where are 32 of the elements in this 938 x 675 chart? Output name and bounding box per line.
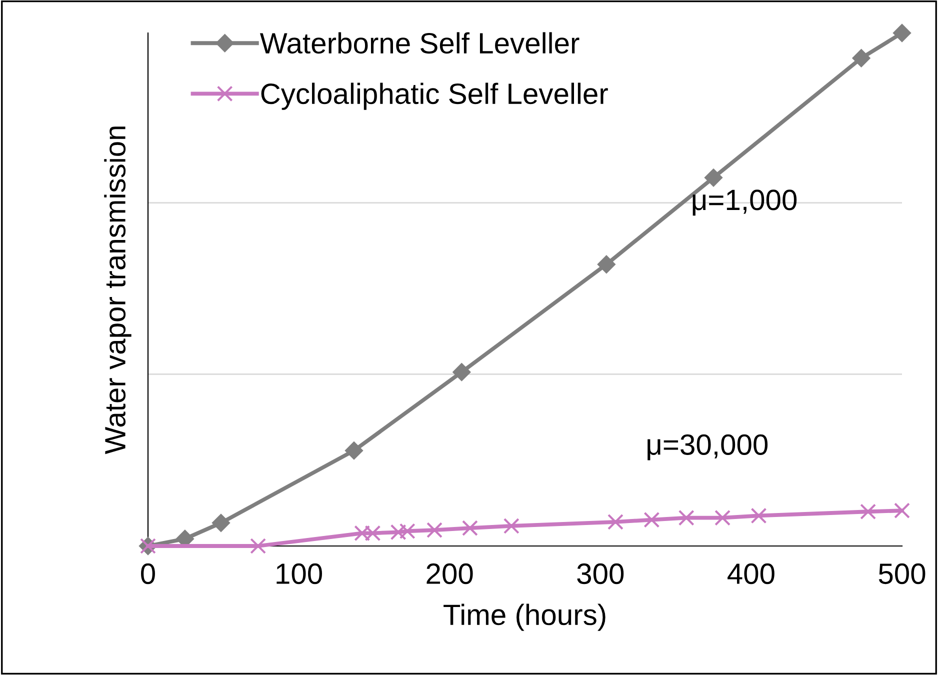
point bbox=[390, 524, 406, 540]
x-axis-title: Time (hours) bbox=[444, 604, 606, 631]
legend-label: Cycloaliphatic Self Leveller bbox=[261, 82, 608, 110]
point bbox=[750, 508, 767, 524]
x-tick-label: 400 bbox=[728, 563, 774, 584]
point bbox=[893, 24, 911, 42]
annotation: μ=1,000 bbox=[692, 190, 797, 216]
x-tick-label: 100 bbox=[276, 563, 322, 584]
point bbox=[704, 168, 722, 187]
legend-label: Waterborne Self Leveller bbox=[260, 32, 580, 54]
x-tick-label: 0 bbox=[141, 563, 155, 584]
point bbox=[250, 538, 266, 554]
x-tick-label: 300 bbox=[577, 563, 624, 584]
point bbox=[714, 510, 731, 526]
point bbox=[678, 510, 694, 526]
point bbox=[894, 502, 910, 519]
point bbox=[345, 442, 363, 460]
point bbox=[852, 49, 870, 68]
point bbox=[426, 522, 443, 538]
point bbox=[860, 504, 876, 520]
point bbox=[399, 523, 416, 540]
point bbox=[607, 514, 624, 530]
x-tick-label: 200 bbox=[426, 563, 473, 584]
point bbox=[462, 520, 478, 536]
point bbox=[452, 363, 471, 381]
y-axis-title: Water vapor transmission bbox=[104, 126, 132, 454]
annotation: μ=30,000 bbox=[648, 434, 768, 460]
point bbox=[644, 512, 660, 528]
point bbox=[212, 514, 230, 532]
point bbox=[503, 518, 520, 534]
point bbox=[598, 255, 616, 274]
x-tick-label: 500 bbox=[878, 563, 926, 584]
